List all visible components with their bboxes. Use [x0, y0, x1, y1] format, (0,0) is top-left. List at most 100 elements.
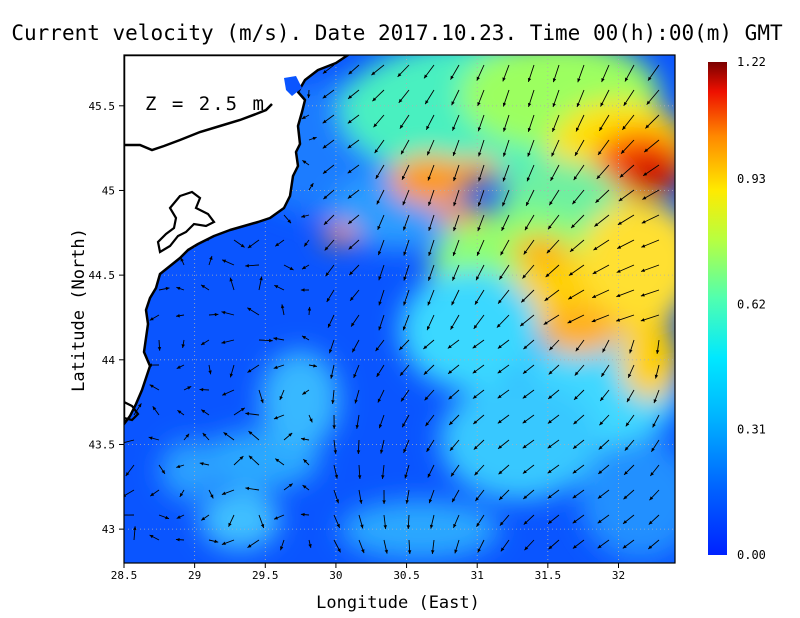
vector-arrowhead [221, 541, 226, 545]
vector-arrowhead [399, 124, 404, 129]
vector-arrowhead [641, 244, 646, 248]
vector-arrowhead [348, 220, 353, 224]
vector-arrowhead [601, 78, 605, 83]
vector-arrowhead [348, 95, 352, 99]
vector-arrowhead [646, 100, 651, 105]
vector-arrowhead [654, 374, 659, 379]
vector-arrowhead [165, 515, 170, 520]
vector-arrowhead [522, 469, 527, 474]
vector-arrowhead [572, 494, 577, 499]
vector-arrowhead [628, 373, 632, 378]
vector-arrowhead [372, 97, 377, 102]
vector-arrowhead [502, 152, 507, 157]
vector-arrowhead [520, 322, 525, 327]
vector-arrowhead [548, 545, 553, 550]
vector-arrowhead [502, 102, 507, 107]
vector-arrowhead [402, 423, 406, 428]
vector-arrowhead [279, 396, 283, 400]
vector-arrowhead [618, 197, 623, 202]
vector-arrowhead [353, 373, 357, 378]
vector-arrowhead [500, 547, 505, 552]
vector-arrowhead [623, 495, 628, 500]
vector-arrowhead [247, 244, 252, 249]
vector-arrowhead [240, 243, 245, 248]
vector-arrowhead [337, 548, 341, 553]
vector-arrowhead [498, 445, 502, 449]
vector-arrowhead [185, 433, 190, 438]
vector-arrowhead [641, 220, 646, 224]
vector-arrowhead [648, 520, 653, 525]
vector-arrowhead [624, 77, 629, 82]
vector-arrowhead [335, 499, 339, 504]
vector-arrowhead [624, 446, 629, 451]
vector-arrowhead [499, 496, 503, 500]
vector-arrowhead [352, 348, 356, 353]
vector-arrowhead [161, 469, 165, 474]
vector-arrowhead [451, 301, 455, 306]
vector-arrowhead [527, 127, 532, 132]
vector-arrowhead [214, 312, 219, 317]
vector-arrowhead [643, 172, 648, 176]
vector-arrowhead [273, 337, 278, 341]
vector-arrowhead [593, 246, 598, 251]
vector-arrowhead [547, 469, 552, 474]
x-tick-label: 32 [612, 569, 625, 582]
vector-arrowhead [269, 338, 273, 343]
vector-arrowhead [428, 276, 432, 281]
vector-arrowhead [597, 544, 602, 549]
vector-arrowhead [549, 201, 553, 206]
vector-arrowhead [477, 102, 481, 107]
vector-arrowhead [652, 423, 656, 428]
vector-arrowhead [327, 323, 332, 328]
vector-arrowhead [275, 458, 280, 463]
speed-patch [160, 440, 220, 500]
vector-arrowhead [347, 194, 352, 199]
colorbar-label: 0.62 [737, 297, 766, 311]
vector-arrowhead [600, 102, 604, 107]
vector-arrowhead [621, 149, 625, 154]
plot-frame [123, 54, 676, 564]
vector-arrowhead [248, 431, 253, 435]
vector-arrowhead [497, 419, 502, 424]
x-tick-label: 31 [471, 569, 484, 582]
vector-arrowhead [424, 74, 428, 79]
vector-arrowhead [384, 549, 388, 554]
vector-arrowhead [300, 512, 305, 517]
vector-arrowhead [526, 201, 530, 206]
vector-arrowhead [476, 276, 480, 281]
vector-arrowhead [522, 444, 527, 449]
vector-arrowhead [649, 496, 654, 501]
vector-arrowhead [240, 407, 245, 412]
vector-arrowhead [378, 326, 382, 331]
vector-arrowhead [616, 318, 621, 322]
vector-arrowhead [202, 432, 207, 437]
vector-arrowhead [650, 472, 654, 476]
vector-arrowhead [404, 474, 408, 479]
vector-arrowhead [360, 524, 364, 529]
vector-arrowhead [477, 127, 482, 132]
vector-arrowhead [477, 227, 481, 232]
vector-arrowhead [598, 470, 603, 474]
vector-arrowhead [648, 545, 653, 549]
coastline [124, 55, 350, 426]
vector-arrowhead [309, 183, 314, 188]
speed-patch [260, 350, 340, 450]
vector-arrowhead [544, 297, 549, 301]
vector-arrowhead [209, 256, 213, 260]
vector-arrowhead [221, 340, 226, 344]
y-tick-label: 44 [102, 354, 116, 367]
vector-arrowhead [181, 344, 185, 348]
colorbar-label: 0.31 [737, 423, 766, 437]
vector-arrowhead [274, 516, 279, 520]
vector-arrowhead [473, 420, 478, 425]
vector-arrowhead [400, 371, 404, 376]
vector-arrowhead [332, 425, 336, 429]
vector-arrowhead [176, 464, 181, 469]
vector-arrowhead [452, 276, 456, 281]
vector-arrowhead [454, 549, 458, 554]
vector-arrowhead [322, 144, 327, 149]
vector-arrowhead [431, 550, 435, 554]
vector-arrowhead [426, 125, 430, 130]
vector-arrowhead [598, 445, 603, 450]
vector-arrowhead [223, 432, 228, 436]
